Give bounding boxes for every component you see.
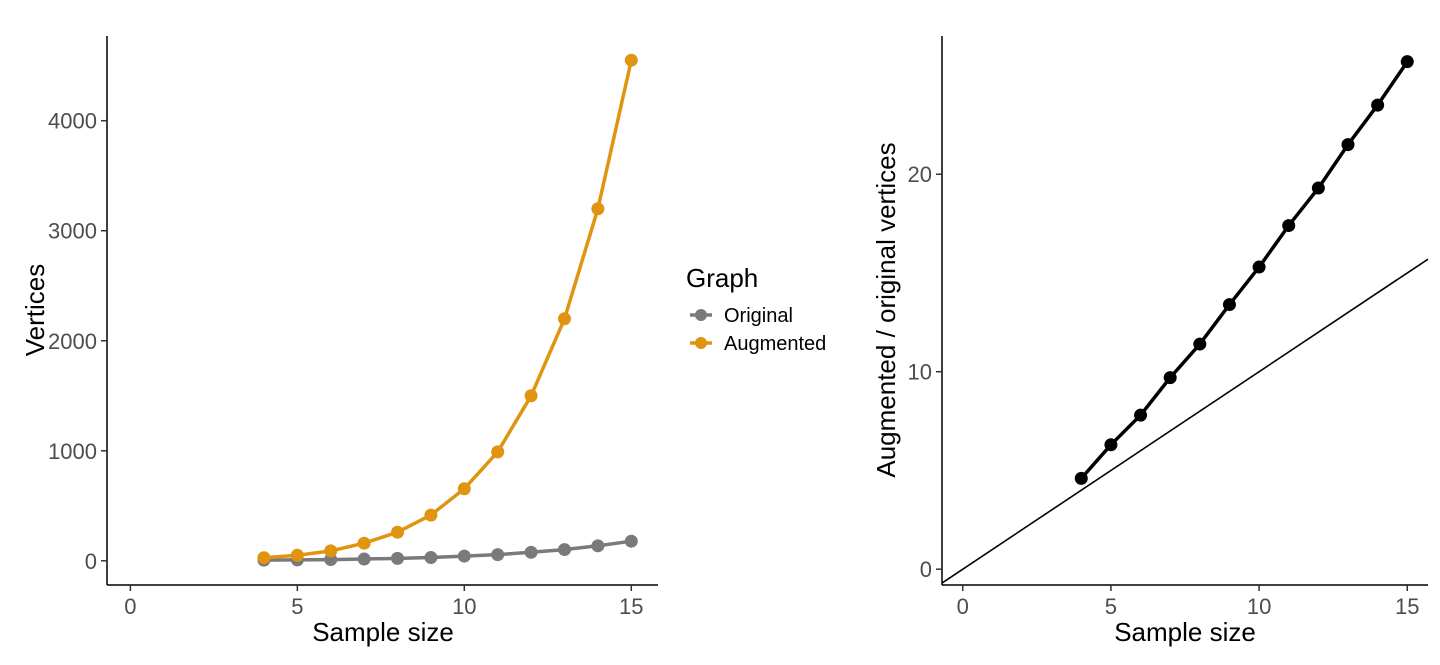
y-axis-title: Vertices: [20, 264, 50, 357]
data-point: [391, 551, 405, 565]
data-point: [457, 482, 471, 496]
y-tick-label: 0: [85, 549, 97, 574]
data-point: [491, 548, 505, 562]
x-tick-label: 0: [124, 594, 136, 619]
y-tick-label: 0: [920, 557, 932, 582]
data-point: [491, 445, 505, 459]
data-point: [324, 544, 338, 558]
data-point: [1341, 138, 1355, 152]
x-axis-title: Sample size: [312, 617, 454, 647]
data-point: [357, 552, 371, 566]
data-point: [557, 312, 571, 326]
panel-vertices: Sample size Vertices Graph Original Augm…: [20, 36, 826, 647]
data-point: [524, 545, 538, 559]
x-tick-label: 10: [452, 594, 476, 619]
legend-key-marker: [695, 309, 707, 321]
x-tick-label: 10: [1247, 594, 1271, 619]
x-tick-label: 5: [291, 594, 303, 619]
x-tick-label: 15: [619, 594, 643, 619]
legend-label: Original: [724, 305, 793, 327]
y-tick-label: 2000: [48, 329, 97, 354]
panel-ratio: Sample size Augmented / original vertice…: [871, 36, 1429, 647]
legend-key-marker: [695, 337, 707, 349]
x-axis-title: Sample size: [1114, 617, 1256, 647]
y-tick-label: 20: [908, 162, 932, 187]
legend-title: Graph: [686, 263, 758, 293]
data-point: [1400, 55, 1414, 69]
reference-line: [941, 258, 1429, 584]
data-point: [257, 551, 271, 565]
data-point: [357, 536, 371, 550]
y-tick-label: 10: [908, 360, 932, 385]
data-point: [1163, 371, 1177, 385]
data-point: [591, 202, 605, 216]
legend-item-original: Original: [690, 305, 793, 327]
x-tick-label: 0: [957, 594, 969, 619]
x-tick-label: 15: [1395, 594, 1419, 619]
data-point: [624, 53, 638, 67]
y-axis-title: Augmented / original vertices: [871, 142, 901, 477]
data-point: [1252, 260, 1266, 274]
y-tick-label: 1000: [48, 439, 97, 464]
data-point: [591, 539, 605, 553]
data-point: [1134, 408, 1148, 422]
legend: Graph Original Augmented: [686, 263, 826, 355]
data-point: [1104, 438, 1118, 452]
data-point: [524, 389, 538, 403]
series-line-augmented: [263, 59, 634, 560]
data-point: [1074, 471, 1088, 485]
series-line: [1079, 60, 1409, 480]
data-point: [424, 550, 438, 564]
legend-item-augmented: Augmented: [690, 333, 826, 355]
legend-label: Augmented: [724, 333, 826, 355]
data-point: [1222, 298, 1236, 312]
data-point: [1311, 181, 1325, 195]
data-point: [624, 534, 638, 548]
data-point: [1193, 337, 1207, 351]
x-tick-label: 5: [1105, 594, 1117, 619]
data-point: [457, 549, 471, 563]
data-point: [391, 525, 405, 539]
data-point: [1282, 219, 1296, 233]
data-point: [424, 508, 438, 522]
data-point: [557, 543, 571, 557]
data-point: [290, 548, 304, 562]
data-point: [1371, 98, 1385, 112]
series-line-original: [263, 539, 632, 562]
y-tick-label: 3000: [48, 219, 97, 244]
y-tick-label: 4000: [48, 109, 97, 134]
